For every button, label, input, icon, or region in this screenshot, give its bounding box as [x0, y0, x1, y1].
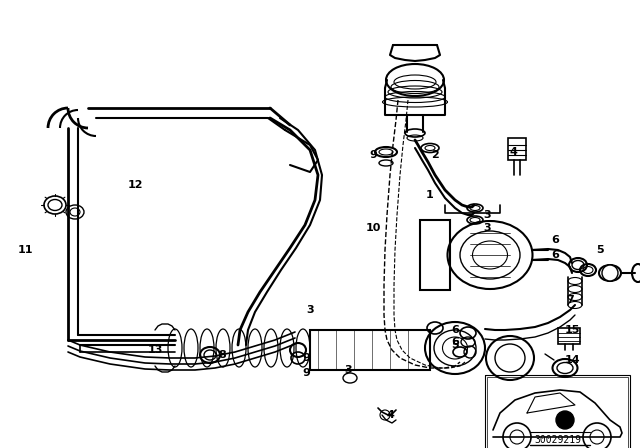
Bar [420, 220, 450, 290]
Text: 15: 15 [564, 325, 580, 335]
Text: 9: 9 [302, 368, 310, 378]
Text: 9: 9 [302, 353, 310, 363]
Text: 4: 4 [509, 147, 517, 157]
Text: 9: 9 [369, 150, 377, 160]
Text: 5: 5 [596, 245, 604, 255]
Text: 14: 14 [564, 355, 580, 365]
Bar [558, 328, 580, 344]
Circle shape [602, 265, 618, 281]
Bar [487, 377, 628, 448]
Text: 3: 3 [483, 210, 491, 220]
Text: 6: 6 [451, 325, 459, 335]
Text: 1: 1 [426, 190, 434, 200]
Text: 10: 10 [365, 223, 381, 233]
Circle shape [556, 411, 574, 429]
Text: 3: 3 [306, 305, 314, 315]
Text: 3: 3 [344, 365, 352, 375]
Text: 13: 13 [147, 345, 163, 355]
Text: 6: 6 [551, 250, 559, 260]
Text: 4: 4 [386, 410, 394, 420]
Bar [485, 375, 630, 448]
Text: 6: 6 [551, 235, 559, 245]
Text: 12: 12 [127, 180, 143, 190]
Text: 30029219: 30029219 [534, 435, 582, 445]
Text: 8: 8 [218, 350, 226, 360]
Text: 2: 2 [431, 150, 439, 160]
Bar [508, 138, 526, 160]
Text: 6: 6 [451, 337, 459, 347]
Text: 5: 5 [451, 340, 459, 350]
Text: 7: 7 [566, 295, 574, 305]
Bar [310, 330, 430, 370]
Text: 11: 11 [17, 245, 33, 255]
Text: 3: 3 [483, 223, 491, 233]
